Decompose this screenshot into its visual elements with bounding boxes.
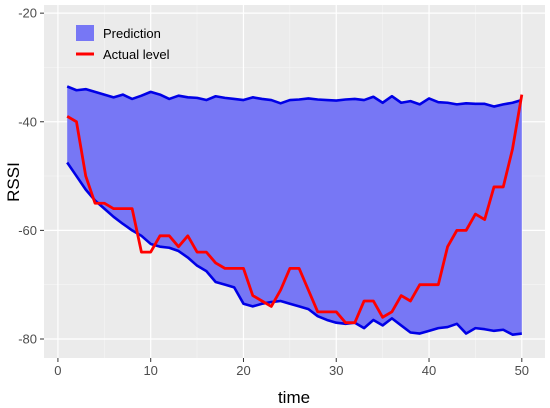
y-axis-title: RSSI [4,162,23,202]
series-line-layer [66,94,524,325]
y-tick-label: -20 [18,6,37,21]
x-tick-label: 30 [329,363,343,378]
legend-label-prediction: Prediction [103,26,161,41]
actual-level-line [66,94,524,325]
x-tick-label: 40 [422,363,436,378]
prediction-lower-line [66,161,522,336]
x-tick-label: 0 [54,363,61,378]
y-tick-label: -60 [18,223,37,238]
prediction-band [67,86,522,335]
legend-key-prediction [76,25,94,41]
y-tick-label: -40 [18,114,37,129]
x-tick-label: 20 [236,363,250,378]
legend: Prediction Actual level [76,25,170,62]
x-axis: 0 10 20 30 40 50 [54,358,529,378]
prediction-upper-line [66,85,523,108]
x-tick-label: 10 [143,363,157,378]
x-tick-label: 50 [515,363,529,378]
legend-label-actual-level: Actual level [103,47,170,62]
y-tick-label: -80 [18,331,37,346]
prediction-band-layer [66,85,523,336]
y-axis: -80 -60 -40 -20 [18,6,44,346]
x-axis-title: time [278,388,310,407]
